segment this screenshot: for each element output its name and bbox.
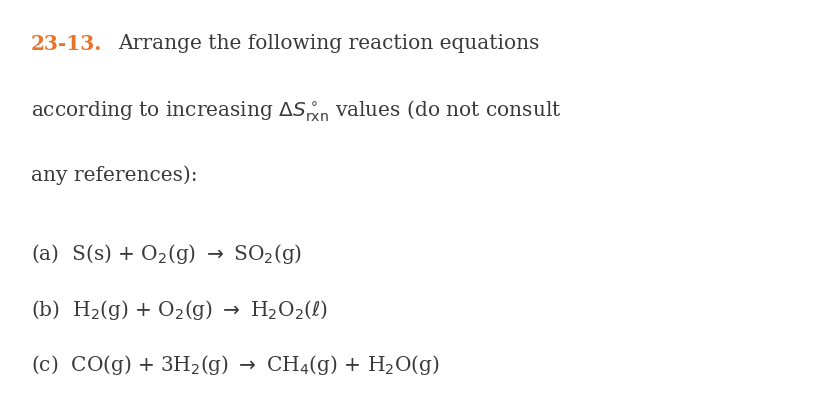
Text: (b)  H$_2$(g) + O$_2$(g) $\rightarrow$ H$_2$O$_2$($\ell$): (b) H$_2$(g) + O$_2$(g) $\rightarrow$ H$…	[31, 298, 328, 322]
Text: 23-13.: 23-13.	[31, 34, 102, 55]
Text: (a)  S(s) + O$_2$(g) $\rightarrow$ SO$_2$(g): (a) S(s) + O$_2$(g) $\rightarrow$ SO$_2$…	[31, 242, 303, 266]
Text: (c)  CO(g) + 3H$_2$(g) $\rightarrow$ CH$_4$(g) + H$_2$O(g): (c) CO(g) + 3H$_2$(g) $\rightarrow$ CH$_…	[31, 353, 440, 377]
Text: according to increasing $\Delta S^\circ_{\mathrm{rxn}}$ values (do not consult: according to increasing $\Delta S^\circ_…	[31, 99, 561, 124]
Text: Arrange the following reaction equations: Arrange the following reaction equations	[119, 34, 540, 53]
Text: any references):: any references):	[31, 166, 198, 185]
